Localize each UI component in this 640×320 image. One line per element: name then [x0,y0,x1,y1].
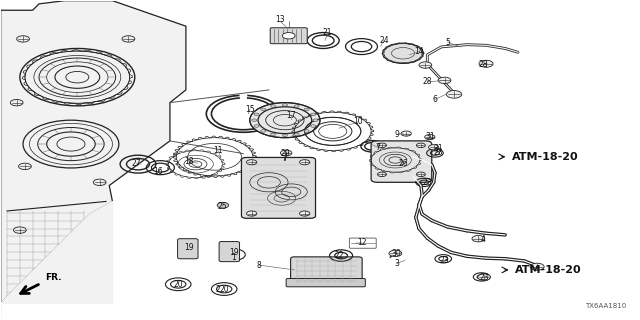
Circle shape [122,36,135,42]
FancyBboxPatch shape [219,242,239,262]
Text: 30: 30 [392,250,401,259]
Text: 27: 27 [132,159,141,168]
FancyBboxPatch shape [291,257,362,284]
Circle shape [378,143,387,148]
Circle shape [246,160,257,165]
Text: ATM-18-20: ATM-18-20 [511,152,578,162]
Circle shape [300,160,310,165]
Circle shape [271,133,276,136]
Text: 24: 24 [379,36,388,45]
Text: 6: 6 [433,95,437,104]
Circle shape [530,263,544,270]
Text: 17: 17 [287,111,296,120]
Text: 4: 4 [481,235,485,244]
Circle shape [313,119,318,122]
Circle shape [294,133,299,136]
FancyBboxPatch shape [241,157,316,218]
Circle shape [282,33,295,39]
Circle shape [260,108,266,111]
Circle shape [438,77,451,84]
Circle shape [477,274,490,280]
Circle shape [417,143,426,148]
Circle shape [294,105,299,107]
Circle shape [282,134,287,137]
Circle shape [217,202,228,208]
Text: FR.: FR. [45,273,62,282]
Circle shape [246,211,257,216]
Circle shape [310,113,316,116]
FancyBboxPatch shape [177,239,198,259]
Circle shape [300,211,310,216]
Circle shape [425,134,435,140]
Text: 22: 22 [335,251,344,260]
Text: 18: 18 [184,157,194,166]
Circle shape [417,172,426,177]
Text: 31: 31 [425,132,435,140]
FancyBboxPatch shape [349,238,376,248]
Circle shape [10,100,23,106]
Text: 15: 15 [245,105,255,114]
Circle shape [19,163,31,170]
Circle shape [252,119,257,122]
Circle shape [389,250,402,257]
FancyBboxPatch shape [270,28,307,44]
Text: 28: 28 [478,60,488,69]
Circle shape [401,131,412,136]
Circle shape [304,130,309,132]
Text: 16: 16 [154,167,163,176]
Polygon shape [1,201,113,319]
Text: 25: 25 [218,202,227,211]
Circle shape [383,43,424,63]
Polygon shape [1,1,186,303]
Circle shape [304,108,309,111]
Circle shape [282,104,287,106]
Text: 26: 26 [398,159,408,168]
Text: 19: 19 [184,243,194,252]
Circle shape [280,150,292,156]
Text: 1: 1 [232,253,236,262]
Circle shape [260,130,266,132]
Text: 19: 19 [229,248,239,257]
Text: 31: 31 [433,144,443,153]
FancyBboxPatch shape [286,278,365,287]
Text: 23: 23 [480,273,490,282]
Circle shape [250,103,320,138]
Text: 5: 5 [445,38,450,47]
Text: 14: 14 [414,47,424,56]
Text: ATM-18-20: ATM-18-20 [515,265,581,275]
Wedge shape [240,95,246,114]
Text: 8: 8 [257,261,262,270]
Circle shape [13,227,26,233]
Text: 23: 23 [433,148,443,156]
Circle shape [479,60,493,67]
Text: 7: 7 [375,143,380,152]
Text: 10: 10 [353,117,363,126]
Text: 20: 20 [173,280,183,289]
Circle shape [472,236,484,242]
Circle shape [17,36,29,42]
Circle shape [378,172,387,177]
Circle shape [310,125,316,127]
Text: 3: 3 [394,259,399,268]
Circle shape [447,91,462,98]
Circle shape [419,62,432,68]
Text: 13: 13 [276,15,285,24]
Text: 23: 23 [440,256,449,265]
Text: 28: 28 [422,77,432,86]
Text: 20: 20 [220,284,229,293]
Circle shape [254,125,259,127]
Circle shape [254,113,259,116]
Text: 12: 12 [356,238,366,247]
Circle shape [93,179,106,186]
Text: 29: 29 [280,149,290,158]
Text: 9: 9 [394,130,399,139]
Circle shape [429,145,439,150]
Text: 11: 11 [213,146,223,155]
Text: TX6AA1810: TX6AA1810 [586,303,627,309]
Circle shape [271,105,276,107]
Text: 2: 2 [216,284,220,293]
Text: 21: 21 [323,28,332,37]
FancyBboxPatch shape [371,141,432,182]
Text: 23: 23 [422,178,432,187]
